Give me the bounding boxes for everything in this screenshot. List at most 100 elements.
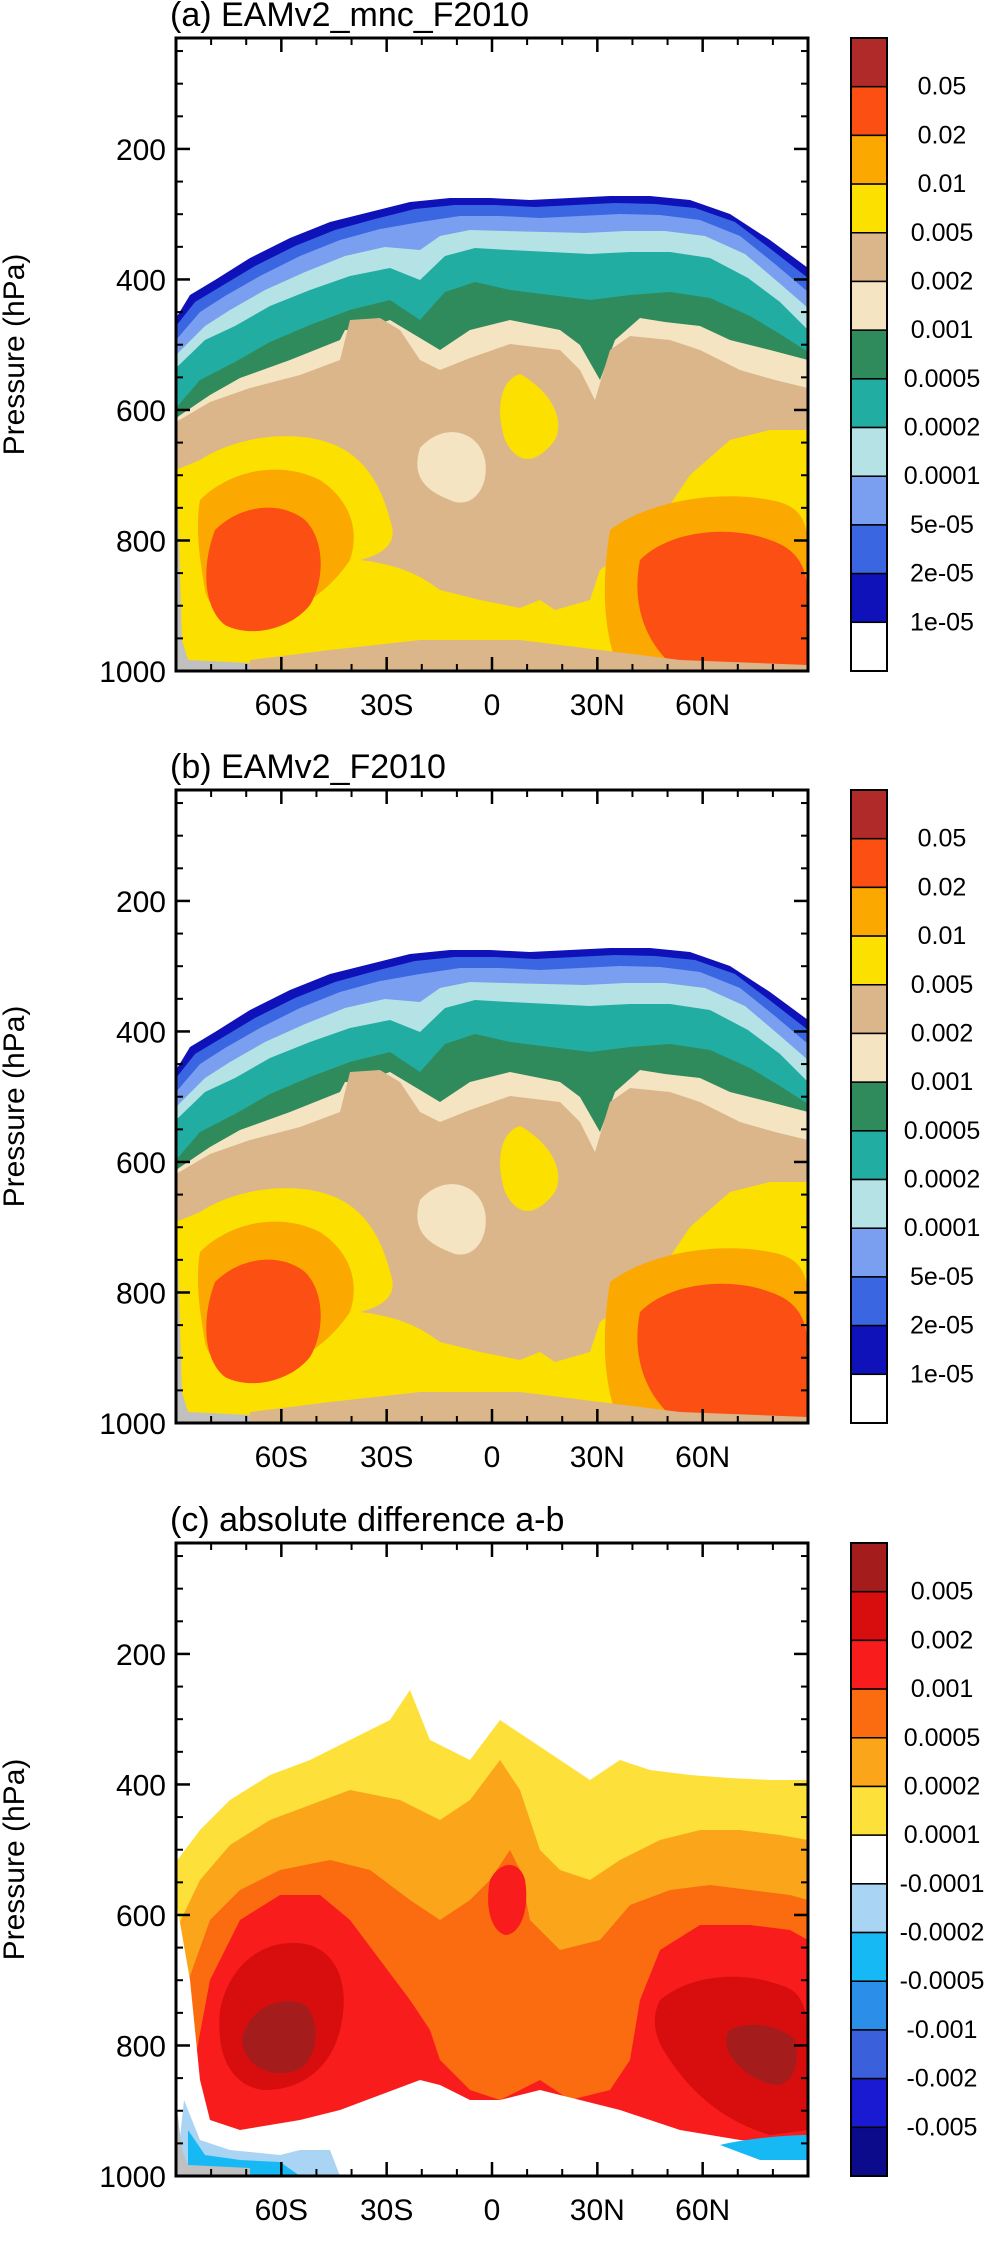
level-0.001-mid	[488, 1865, 527, 1935]
y-tick-label: 1000	[99, 2161, 166, 2194]
colorbar-label: 0.0002	[904, 1166, 980, 1194]
colorbar-swatch	[850, 1737, 888, 1788]
colorbar-swatch	[850, 789, 888, 840]
colorbar-label: 0.002	[911, 1626, 974, 1654]
y-tick-label: 800	[116, 1277, 166, 1310]
colorbar-swatch	[850, 935, 888, 986]
level-0.02-n	[637, 1283, 808, 1423]
x-tick-label: 60S	[255, 2194, 308, 2227]
level-0.002-hole-2	[500, 374, 559, 459]
colorbar: 0.05 0.02 0.01 0.005 0.002 0.001 0.0005 0.0002 0…	[850, 789, 980, 1424]
level-0.005	[242, 2001, 316, 2074]
y-tick-label: 800	[116, 525, 166, 558]
colorbar-swatch	[850, 1324, 888, 1376]
colorbar-label: -0.001	[907, 2016, 978, 2044]
x-tick-label: 60N	[675, 2194, 730, 2227]
colorbar-swatch	[850, 1542, 888, 1593]
level-neg-tail	[720, 2135, 808, 2160]
colorbar-label: -0.0001	[900, 1870, 985, 1898]
colorbar-label: 0.01	[918, 922, 967, 950]
colorbar-label: 0.0002	[904, 414, 980, 442]
colorbar-swatch	[850, 378, 888, 429]
colorbar-swatch	[850, 329, 888, 380]
colorbar-label: 5e-05	[910, 1263, 974, 1291]
level-0.002-hole	[417, 432, 486, 503]
colorbar-label: -0.0002	[900, 1919, 985, 1947]
x-tick-label: 30N	[570, 1441, 625, 1474]
colorbar-label: 0.0001	[904, 1214, 980, 1242]
x-tick-label: 60S	[255, 1441, 308, 1474]
colorbar-swatch	[850, 280, 888, 331]
level-0.002-hole	[417, 1184, 486, 1255]
panel-c-contour-field	[176, 1690, 808, 2176]
level-0.02	[206, 507, 321, 632]
colorbar-label: 0.002	[911, 267, 974, 295]
panel-c: (c) absolute difference a-b	[170, 1501, 808, 2176]
colorbar: 0.05 0.02 0.01 0.005 0.002 0.001 0.0005 0.0002 0…	[850, 37, 980, 672]
colorbar-label: 0.001	[911, 1068, 974, 1096]
colorbar-label: -0.005	[907, 2113, 978, 2141]
y-tick-label: 200	[116, 886, 166, 919]
colorbar-swatch	[850, 572, 888, 624]
panel-b-axes: 200 400 600 800 1000 60S 30S 0 30N 60N Pressure (h…	[0, 788, 980, 1474]
colorbar-swatch	[850, 134, 888, 185]
x-tick-label: 30N	[570, 689, 625, 722]
level-0.02-n	[637, 531, 808, 671]
surface-fill	[176, 450, 250, 671]
y-tick-label: 600	[116, 1900, 166, 1933]
y-tick-label: 400	[116, 1769, 166, 1802]
colorbar: 0.005 0.002 0.001 0.0005 0.0002 0.0001 -0.0001…	[850, 1542, 985, 2177]
axes-layer: 200 400 600 800 1000 60S 30S 0 30N 60N Pressure (h…	[0, 36, 985, 2227]
y-axis-label: Pressure (hPa)	[0, 254, 31, 456]
colorbar-label: 0.0005	[904, 1117, 980, 1145]
panel-a-contour-field	[176, 196, 808, 671]
panel-a-title: (a) EAMv2_mnc_F2010	[170, 0, 529, 34]
y-tick-label: 600	[116, 1147, 166, 1180]
panel-b-contour-field	[176, 948, 808, 1423]
colorbar-swatch	[850, 1032, 888, 1083]
colorbar-label: 0.02	[918, 121, 967, 149]
colorbar-swatch	[850, 1785, 888, 1836]
level-0.02	[206, 1259, 321, 1384]
y-tick-label: 200	[116, 1639, 166, 1672]
x-tick-label: 30N	[570, 2194, 625, 2227]
near-surface-band	[250, 1392, 808, 1423]
colorbar-label: 0.05	[918, 73, 967, 101]
colorbar-label: 0.001	[911, 1675, 974, 1703]
x-tick-label: 0	[484, 689, 501, 722]
near-surface-band	[250, 640, 808, 671]
colorbar-swatch	[850, 37, 888, 88]
colorbar-frame	[850, 1542, 888, 2177]
y-tick-label: 1000	[99, 1408, 166, 1441]
colorbar-label: 0.05	[918, 825, 967, 853]
y-tick-label: 200	[116, 134, 166, 167]
colorbar-swatch	[850, 1081, 888, 1132]
colorbar-swatch	[850, 524, 888, 575]
x-tick-label: 30S	[360, 689, 413, 722]
colorbar-swatch	[850, 183, 888, 234]
colorbar-label: 0.0001	[904, 462, 980, 490]
x-tick-label: 0	[484, 2194, 501, 2227]
colorbar-swatch	[850, 1227, 888, 1278]
level-0.005-n	[726, 2024, 797, 2085]
x-tick-label: 0	[484, 1441, 501, 1474]
colorbar-label: 0.002	[911, 1019, 974, 1047]
colorbar-frame	[850, 789, 888, 1424]
colorbar-label: 2e-05	[910, 1312, 974, 1340]
colorbar-label: -0.002	[907, 2065, 978, 2093]
x-tick-label: 30S	[360, 2194, 413, 2227]
colorbar-swatch	[850, 1178, 888, 1229]
colorbar-label: 2e-05	[910, 560, 974, 588]
colorbar-label: 0.001	[911, 316, 974, 344]
colorbar-swatch	[850, 1639, 888, 1690]
surface-fill	[176, 1202, 250, 1423]
panel-a-axes: 200 400 600 800 1000 60S 30S 0 30N 60N Pressure (h…	[0, 36, 980, 722]
colorbar-swatch	[850, 2029, 888, 2080]
colorbar-swatch	[850, 1590, 888, 1642]
colorbar-swatch	[850, 837, 888, 889]
colorbar-label: 0.005	[911, 219, 974, 247]
y-tick-label: 1000	[99, 656, 166, 689]
colorbar-label: 0.0005	[904, 1724, 980, 1752]
colorbar-label: 0.0005	[904, 365, 980, 393]
